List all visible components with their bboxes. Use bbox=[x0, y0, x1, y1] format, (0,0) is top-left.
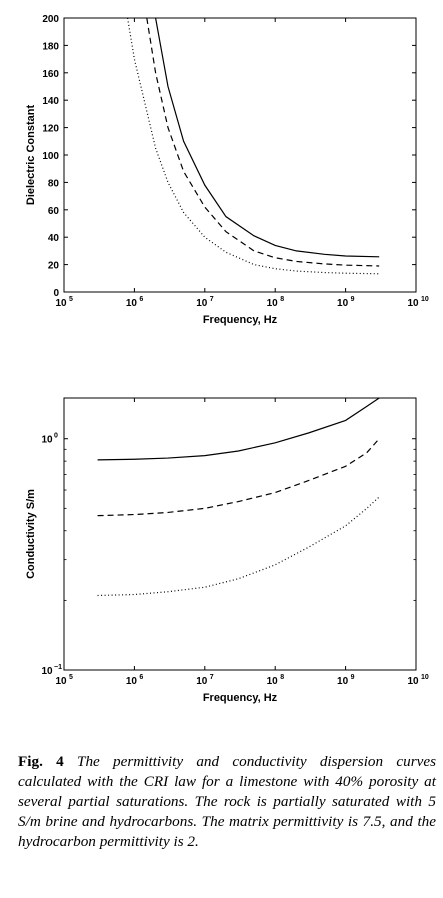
x-tick-exponent: 8 bbox=[280, 296, 284, 303]
plot-frame bbox=[63, 397, 417, 671]
x-tick-label: 10 bbox=[337, 298, 349, 309]
caption-text: The permittivity and conductivity disper… bbox=[18, 753, 437, 850]
series-line-dashed bbox=[146, 18, 380, 267]
x-tick-label: 10 bbox=[126, 298, 138, 309]
y-tick-label: 200 bbox=[42, 14, 59, 25]
y-tick-label: 120 bbox=[42, 124, 59, 135]
x-axis-label: Frequency, Hz bbox=[203, 314, 278, 326]
caption-figure-number: Fig. 4 bbox=[18, 753, 64, 770]
x-tick-exponent: 8 bbox=[280, 674, 284, 681]
x-tick-label: 10 bbox=[196, 676, 208, 687]
series-line-solid bbox=[154, 18, 380, 258]
x-tick-exponent: 9 bbox=[351, 674, 355, 681]
y-tick-label: 60 bbox=[48, 206, 60, 217]
x-tick-exponent: 7 bbox=[210, 296, 214, 303]
x-tick-label: 10 bbox=[407, 676, 419, 687]
x-tick-label: 10 bbox=[196, 298, 208, 309]
y-tick-label: 140 bbox=[42, 96, 59, 107]
x-axis-label: Frequency, Hz bbox=[203, 692, 278, 704]
x-tick-label: 10 bbox=[55, 676, 67, 687]
series-line-dotted bbox=[126, 18, 380, 275]
x-tick-label: 10 bbox=[55, 298, 67, 309]
series-line-dotted bbox=[97, 496, 380, 597]
y-tick-label: 40 bbox=[48, 233, 60, 244]
y-tick-label: 180 bbox=[42, 41, 59, 52]
y-tick-exponent: 0 bbox=[54, 433, 58, 440]
x-tick-exponent: 7 bbox=[210, 674, 214, 681]
y-tick-label: 0 bbox=[53, 288, 59, 299]
y-tick-label: 160 bbox=[42, 69, 59, 80]
x-tick-exponent: 10 bbox=[421, 296, 429, 303]
y-axis-label: Conductivity S/m bbox=[25, 489, 37, 579]
x-tick-label: 10 bbox=[337, 676, 349, 687]
y-tick-label: 20 bbox=[48, 261, 60, 272]
series-line-dashed bbox=[97, 438, 380, 517]
y-tick-label: 100 bbox=[42, 151, 59, 162]
x-tick-label: 10 bbox=[267, 298, 279, 309]
permittivity-chart: 10 5 10 6 10 7 10 8 10 9 10 10020406080100120140160… bbox=[25, 14, 429, 326]
figure-caption: Fig. 4 The permittivity and conductivity… bbox=[18, 752, 436, 852]
y-tick-label: 10 bbox=[41, 666, 53, 677]
x-tick-label: 10 bbox=[267, 676, 279, 687]
x-tick-exponent: 10 bbox=[421, 674, 429, 681]
y-axis-label: Dielectric Constant bbox=[25, 105, 37, 206]
y-tick-label: 80 bbox=[48, 178, 60, 189]
x-tick-exponent: 6 bbox=[139, 674, 143, 681]
x-tick-exponent: 5 bbox=[69, 296, 73, 303]
series-line-solid bbox=[97, 398, 380, 461]
y-tick-exponent: −1 bbox=[54, 664, 62, 671]
x-tick-label: 10 bbox=[407, 298, 419, 309]
plot-frame bbox=[63, 17, 417, 293]
x-tick-exponent: 6 bbox=[139, 296, 143, 303]
x-tick-exponent: 5 bbox=[69, 674, 73, 681]
y-tick-label: 10 bbox=[41, 435, 53, 446]
x-tick-label: 10 bbox=[126, 676, 138, 687]
x-tick-exponent: 9 bbox=[351, 296, 355, 303]
